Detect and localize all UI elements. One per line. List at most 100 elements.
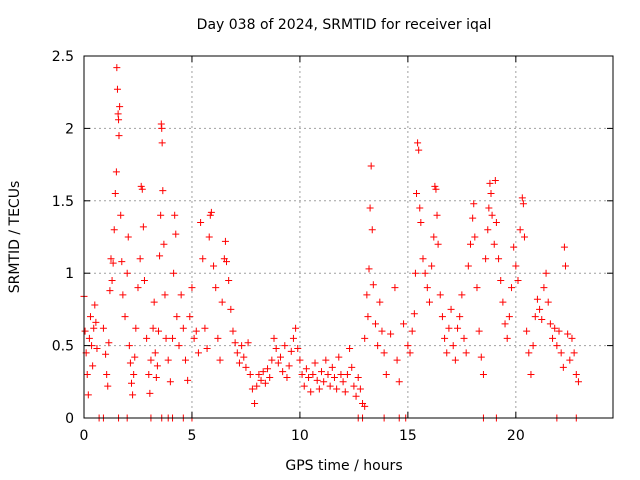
data-point-marker (294, 344, 302, 352)
data-point-marker (430, 233, 438, 241)
data-point-marker (233, 349, 241, 357)
data-point-marker (414, 139, 422, 147)
data-point-marker (259, 368, 267, 376)
data-point-marker (266, 373, 274, 381)
data-point-marker (378, 327, 386, 335)
data-point-marker (406, 349, 414, 357)
data-point-marker (477, 353, 485, 361)
data-point-marker (365, 265, 373, 273)
data-point-marker (172, 230, 180, 238)
data-point-marker (350, 382, 358, 390)
data-point-marker (158, 139, 166, 147)
data-point-marker (339, 378, 347, 386)
data-point-marker (346, 344, 354, 352)
data-point-marker (93, 344, 101, 352)
plot-frame (83, 55, 614, 419)
data-point-marker (512, 262, 520, 270)
data-point-marker (366, 204, 374, 212)
data-point-marker (335, 353, 343, 361)
data-point-marker (354, 373, 362, 381)
data-point-marker (235, 359, 243, 367)
data-point-marker (326, 382, 334, 390)
data-point-marker (529, 342, 537, 350)
data-point-marker (466, 240, 474, 248)
data-point-marker (431, 182, 439, 190)
data-point-marker (419, 255, 427, 263)
y-tick-label: 2.5 (52, 49, 74, 65)
data-point-marker (298, 371, 306, 379)
data-point-marker (447, 305, 455, 313)
data-point-marker (387, 330, 395, 338)
data-point-marker (471, 233, 479, 241)
x-tick-label: 0 (80, 428, 89, 444)
data-point-marker (470, 200, 478, 208)
data-point-marker (279, 368, 287, 376)
data-point-marker (287, 347, 295, 355)
data-point-marker (238, 342, 246, 350)
data-point-marker (415, 146, 423, 154)
data-point-marker (108, 276, 116, 284)
data-point-marker (454, 324, 462, 332)
y-tick-label: 1.5 (52, 194, 74, 210)
data-points (80, 64, 582, 422)
data-point-marker (408, 327, 416, 335)
data-point-marker (348, 363, 356, 371)
data-point-marker (125, 342, 133, 350)
data-point-marker (313, 376, 321, 384)
data-point-marker (117, 211, 125, 219)
data-point-marker (123, 269, 131, 277)
data-point-marker (486, 179, 494, 187)
data-point-marker (105, 339, 113, 347)
chart-title: Day 038 of 2024, SRMTID for receiver iqa… (197, 17, 492, 33)
data-point-marker (102, 350, 110, 358)
data-point-marker (251, 400, 259, 408)
data-point-marker (544, 298, 552, 306)
data-point-marker (270, 334, 278, 342)
data-point-marker (285, 362, 293, 370)
data-point-marker (451, 356, 459, 364)
data-point-marker (495, 255, 503, 263)
data-point-marker (253, 382, 261, 390)
data-point-marker (324, 371, 332, 379)
data-point-marker (112, 168, 120, 176)
data-point-marker (207, 208, 215, 216)
x-tick-label: 10 (291, 428, 309, 444)
data-point-marker (154, 327, 162, 335)
data-point-marker (561, 262, 569, 270)
data-point-marker (361, 402, 369, 410)
data-point-marker (296, 356, 304, 364)
data-point-marker (139, 223, 147, 231)
data-point-marker (203, 344, 211, 352)
data-point-marker (368, 226, 376, 234)
data-point-marker (473, 284, 481, 292)
data-point-marker (307, 388, 315, 396)
data-point-marker (499, 298, 507, 306)
y-tick-label: 2 (65, 121, 74, 137)
data-point-marker (149, 324, 157, 332)
data-point-marker (367, 162, 375, 170)
data-point-marker (572, 371, 580, 379)
data-point-marker (462, 349, 470, 357)
y-tick-label: 1 (65, 266, 74, 282)
data-point-marker (119, 291, 127, 299)
data-point-marker (143, 334, 151, 342)
axis-ticks: 0 5 10 15 20 0 0.5 1 1.5 2 2.5 (52, 49, 613, 444)
data-point-marker (255, 371, 263, 379)
data-point-marker (246, 371, 254, 379)
data-point-marker (268, 356, 276, 364)
data-point-marker (423, 284, 431, 292)
data-point-marker (248, 385, 256, 393)
data-point-marker (137, 182, 145, 190)
data-point-marker (404, 342, 412, 350)
data-point-marker (445, 324, 453, 332)
data-point-marker (283, 373, 291, 381)
data-point-marker (124, 233, 132, 241)
data-point-marker (433, 211, 441, 219)
data-point-marker (300, 382, 308, 390)
data-point-marker (132, 324, 140, 332)
data-point-marker (223, 258, 231, 266)
data-point-marker (289, 334, 297, 342)
data-point-marker (441, 334, 449, 342)
data-point-marker (475, 327, 483, 335)
y-tick-label: 0.5 (52, 339, 74, 355)
